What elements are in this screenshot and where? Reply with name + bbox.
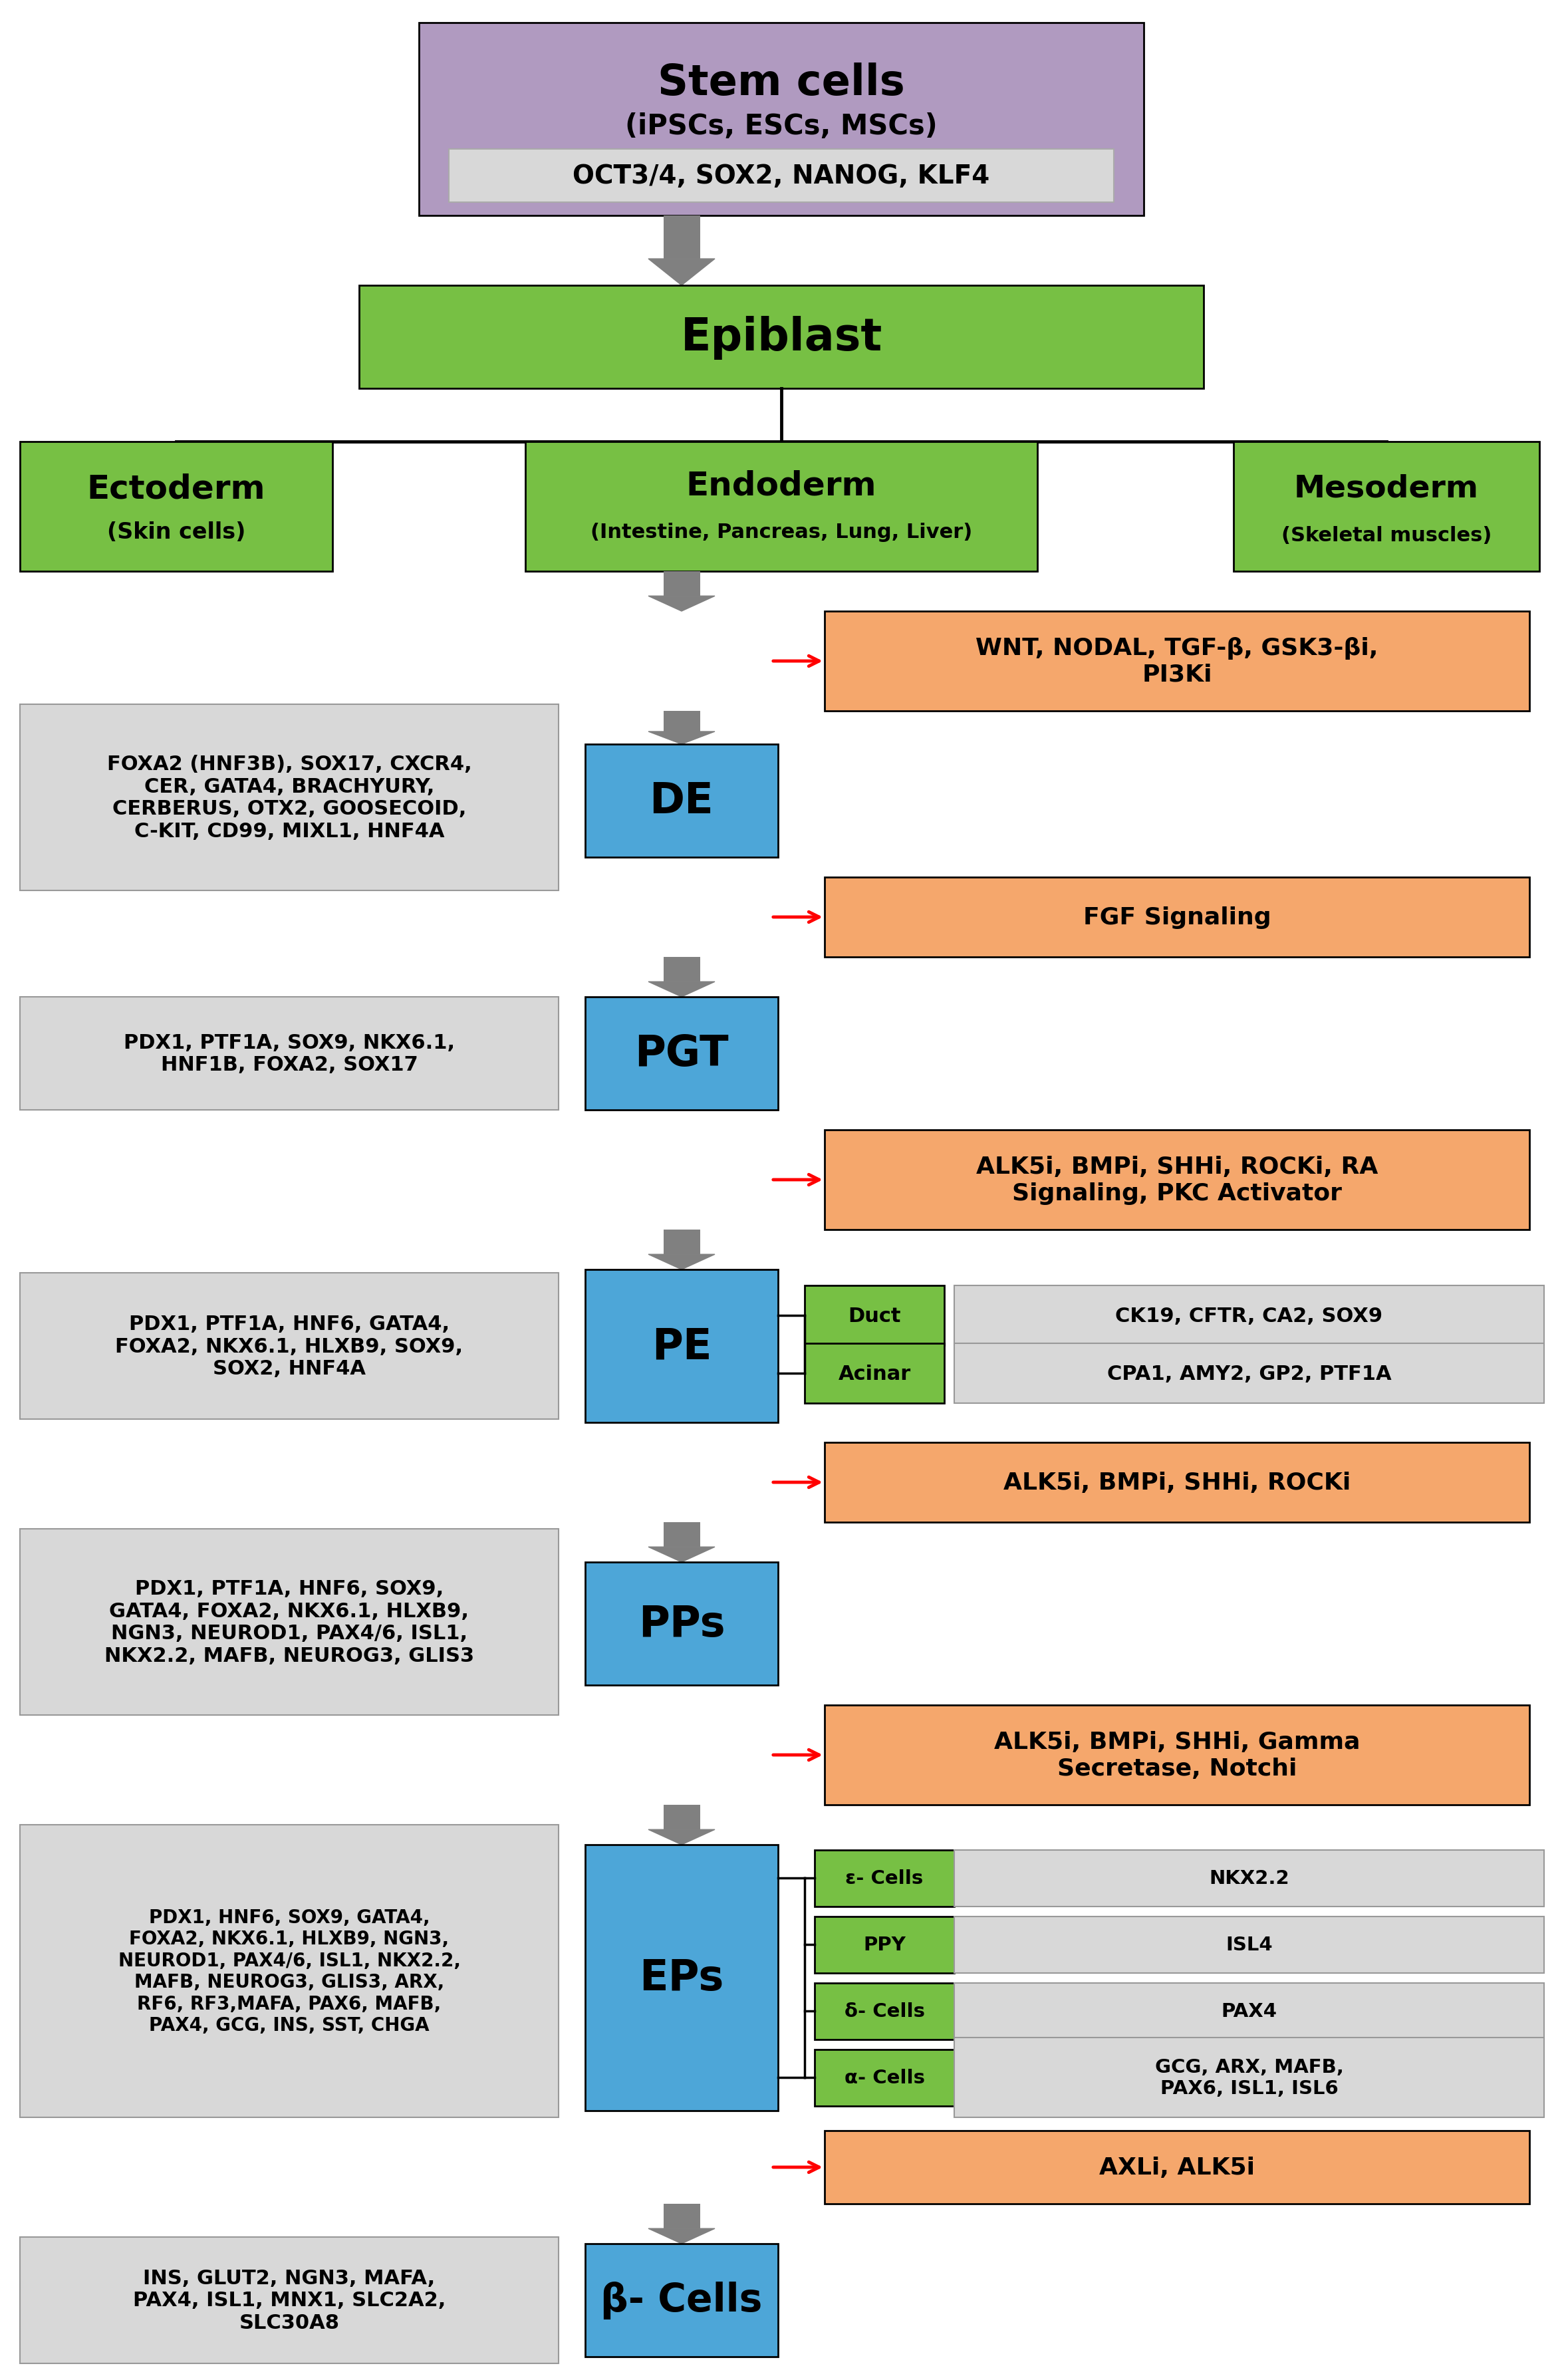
- Bar: [824, 1442, 1530, 1523]
- Bar: [954, 1285, 1544, 1345]
- Text: PDX1, PTF1A, HNF6, SOX9,
GATA4, FOXA2, NKX6.1, HLXB9,
NGN3, NEUROD1, PAX4/6, ISL: PDX1, PTF1A, HNF6, SOX9, GATA4, FOXA2, N…: [105, 1578, 474, 1666]
- Text: INS, GLUT2, NGN3, MAFA,
PAX4, ISL1, MNX1, SLC2A2,
SLC30A8: INS, GLUT2, NGN3, MAFA, PAX4, ISL1, MNX1…: [133, 2268, 446, 2332]
- Polygon shape: [649, 2228, 715, 2244]
- Bar: [585, 2244, 777, 2356]
- Bar: [815, 1983, 954, 2040]
- Polygon shape: [649, 983, 715, 997]
- Bar: [585, 997, 777, 1109]
- Bar: [954, 1983, 1544, 2040]
- Text: Ectoderm: Ectoderm: [88, 474, 266, 505]
- Bar: [954, 1916, 1544, 1973]
- Bar: [663, 1523, 699, 1547]
- Bar: [954, 1849, 1544, 1906]
- Text: ε- Cells: ε- Cells: [846, 1868, 923, 1887]
- Polygon shape: [649, 259, 715, 286]
- Text: PPY: PPY: [863, 1935, 906, 1954]
- Text: DE: DE: [649, 781, 713, 821]
- Text: (Skeletal muscles): (Skeletal muscles): [1281, 526, 1492, 545]
- Bar: [804, 1285, 945, 1345]
- Polygon shape: [649, 597, 715, 612]
- Bar: [954, 2037, 1544, 2118]
- Bar: [824, 2130, 1530, 2204]
- Bar: [824, 1704, 1530, 1804]
- Text: PGT: PGT: [635, 1033, 729, 1073]
- Bar: [20, 2237, 558, 2363]
- Text: WNT, NODAL, TGF-β, GSK3-βi,
PI3Ki: WNT, NODAL, TGF-β, GSK3-βi, PI3Ki: [976, 638, 1378, 685]
- Polygon shape: [649, 733, 715, 745]
- Bar: [663, 571, 699, 597]
- Bar: [815, 1849, 954, 1906]
- Text: PPs: PPs: [638, 1604, 726, 1645]
- Bar: [663, 2204, 699, 2228]
- Bar: [419, 24, 1143, 217]
- Bar: [954, 1345, 1544, 1404]
- Polygon shape: [649, 1254, 715, 1271]
- Bar: [663, 1230, 699, 1254]
- Text: (iPSCs, ESCs, MSCs): (iPSCs, ESCs, MSCs): [626, 112, 937, 140]
- Text: GCG, ARX, MAFB,
PAX6, ISL1, ISL6: GCG, ARX, MAFB, PAX6, ISL1, ISL6: [1154, 2056, 1343, 2097]
- Bar: [824, 1130, 1530, 1230]
- Bar: [20, 704, 558, 890]
- Text: Duct: Duct: [848, 1307, 901, 1326]
- Text: AXLi, ALK5i: AXLi, ALK5i: [1099, 2156, 1254, 2178]
- Bar: [20, 443, 333, 571]
- Text: PDX1, PTF1A, HNF6, GATA4,
FOXA2, NKX6.1, HLXB9, SOX9,
SOX2, HNF4A: PDX1, PTF1A, HNF6, GATA4, FOXA2, NKX6.1,…: [116, 1314, 463, 1378]
- Bar: [20, 1273, 558, 1418]
- Text: OCT3/4, SOX2, NANOG, KLF4: OCT3/4, SOX2, NANOG, KLF4: [572, 164, 990, 188]
- Bar: [1234, 443, 1539, 571]
- Text: β- Cells: β- Cells: [601, 2282, 763, 2318]
- Bar: [815, 1916, 954, 1973]
- Bar: [585, 1561, 777, 1685]
- Text: ALK5i, BMPi, SHHi, ROCKi: ALK5i, BMPi, SHHi, ROCKi: [1004, 1471, 1351, 1495]
- Text: (Skin cells): (Skin cells): [106, 521, 246, 543]
- Text: Mesoderm: Mesoderm: [1293, 474, 1480, 505]
- Text: (Intestine, Pancreas, Lung, Liver): (Intestine, Pancreas, Lung, Liver): [590, 521, 973, 543]
- Text: ISL4: ISL4: [1226, 1935, 1273, 1954]
- Text: FOXA2 (HNF3B), SOX17, CXCR4,
CER, GATA4, BRACHYURY,
CERBERUS, OTX2, GOOSECOID,
C: FOXA2 (HNF3B), SOX17, CXCR4, CER, GATA4,…: [106, 754, 472, 840]
- Bar: [815, 2049, 954, 2106]
- Text: ALK5i, BMPi, SHHi, ROCKi, RA
Signaling, PKC Activator: ALK5i, BMPi, SHHi, ROCKi, RA Signaling, …: [976, 1157, 1378, 1204]
- Bar: [585, 745, 777, 857]
- Bar: [824, 878, 1530, 957]
- Bar: [20, 1825, 558, 2118]
- Text: Epiblast: Epiblast: [680, 317, 882, 359]
- Bar: [20, 1528, 558, 1716]
- Bar: [663, 957, 699, 983]
- Bar: [663, 217, 699, 259]
- Bar: [526, 443, 1037, 571]
- Text: Endoderm: Endoderm: [687, 469, 877, 502]
- Text: α- Cells: α- Cells: [845, 2068, 924, 2087]
- Bar: [824, 612, 1530, 712]
- Polygon shape: [649, 1547, 715, 1561]
- Text: NKX2.2: NKX2.2: [1209, 1868, 1289, 1887]
- Text: ALK5i, BMPi, SHHi, Gamma
Secretase, Notchi: ALK5i, BMPi, SHHi, Gamma Secretase, Notc…: [995, 1730, 1361, 1780]
- Bar: [360, 286, 1204, 388]
- Bar: [585, 1844, 777, 2111]
- Text: δ- Cells: δ- Cells: [845, 2002, 924, 2021]
- Text: CPA1, AMY2, GP2, PTF1A: CPA1, AMY2, GP2, PTF1A: [1107, 1364, 1392, 1383]
- Text: Stem cells: Stem cells: [658, 62, 906, 105]
- Text: Acinar: Acinar: [838, 1364, 910, 1383]
- Text: PDX1, PTF1A, SOX9, NKX6.1,
HNF1B, FOXA2, SOX17: PDX1, PTF1A, SOX9, NKX6.1, HNF1B, FOXA2,…: [124, 1033, 455, 1073]
- Bar: [449, 150, 1114, 202]
- Bar: [663, 1804, 699, 1830]
- Text: PAX4: PAX4: [1221, 2002, 1278, 2021]
- Polygon shape: [649, 1830, 715, 1845]
- Text: PDX1, HNF6, SOX9, GATA4,
FOXA2, NKX6.1, HLXB9, NGN3,
NEUROD1, PAX4/6, ISL1, NKX2: PDX1, HNF6, SOX9, GATA4, FOXA2, NKX6.1, …: [117, 1909, 460, 2035]
- Text: CK19, CFTR, CA2, SOX9: CK19, CFTR, CA2, SOX9: [1115, 1307, 1383, 1326]
- Text: FGF Signaling: FGF Signaling: [1082, 907, 1272, 928]
- Bar: [20, 997, 558, 1109]
- Text: PE: PE: [652, 1326, 712, 1366]
- Text: EPs: EPs: [640, 1956, 724, 1999]
- Bar: [585, 1271, 777, 1423]
- Bar: [804, 1345, 945, 1404]
- Bar: [663, 712, 699, 733]
